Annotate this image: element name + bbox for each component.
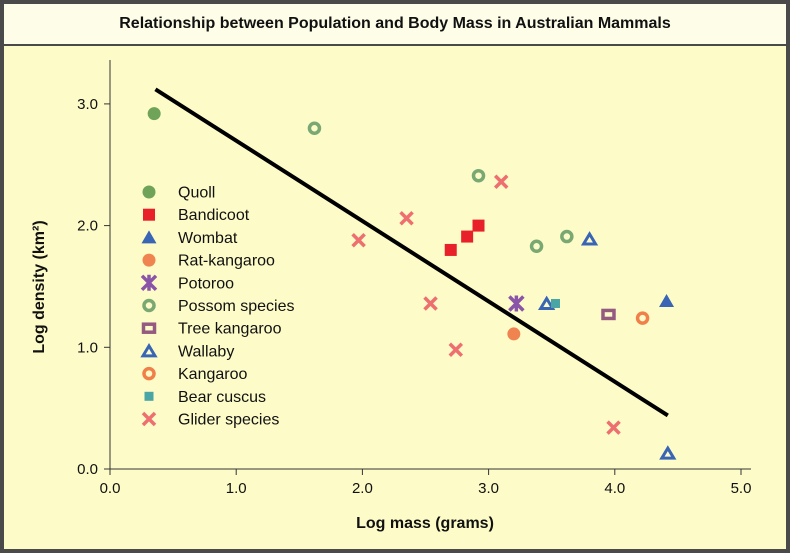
data-point-bandicoot	[472, 219, 485, 232]
x-tick-label: 1.0	[226, 480, 247, 497]
data-point-bear-cuscus	[550, 298, 560, 308]
legend-marker	[141, 322, 157, 334]
y-axis-label: Log density (km²)	[31, 220, 48, 353]
data-point-tree-kangaroo	[601, 308, 616, 321]
data-point-glider-species	[351, 232, 366, 248]
legend-label: Wombat	[178, 230, 238, 247]
legend-label: Possom species	[178, 298, 295, 315]
legend-label: Glider species	[178, 412, 279, 429]
data-point-wallaby	[538, 295, 556, 310]
data-point-quoll	[147, 107, 161, 121]
legend-label: Tree kangaroo	[178, 321, 282, 338]
data-point-possom-species	[307, 121, 322, 135]
data-point-bandicoot	[444, 243, 457, 256]
y-tick-label: 0.0	[77, 461, 98, 478]
legend-marker	[141, 230, 157, 244]
data-point-possom-species	[560, 229, 574, 244]
data-point-wallaby	[659, 445, 677, 460]
y-tick-label: 1.0	[77, 339, 98, 356]
legend-marker	[141, 411, 157, 427]
chart-title: Relationship between Population and Body…	[4, 4, 786, 44]
data-point-kangaroo	[635, 311, 650, 325]
data-point-glider-species	[423, 296, 438, 311]
legend-label: Potoroo	[178, 275, 234, 292]
data-point-glider-species	[448, 342, 464, 357]
data-point-glider-species	[606, 420, 621, 435]
legend-marker	[140, 274, 158, 292]
legend-label: Rat-kangaroo	[178, 253, 275, 270]
legend-marker	[142, 185, 156, 199]
x-tick-label: 3.0	[478, 480, 499, 497]
legend-marker	[142, 366, 156, 381]
data-point-potoroo	[508, 295, 525, 312]
x-tick-label: 0.0	[100, 480, 121, 497]
data-point-rat-kangaroo	[507, 327, 521, 341]
x-tick-label: 5.0	[731, 480, 752, 497]
x-tick-label: 2.0	[352, 480, 373, 497]
legend-label: Quoll	[178, 185, 215, 202]
legend-label: Wallaby	[178, 343, 234, 360]
y-tick-label: 3.0	[77, 96, 98, 113]
legend-label: Kangaroo	[178, 366, 247, 383]
data-point-possom-species	[471, 168, 486, 183]
data-point-glider-species	[493, 174, 509, 190]
data-point-wombat	[659, 294, 675, 308]
legend-marker	[142, 298, 156, 313]
legend-marker	[144, 391, 154, 401]
legend-marker	[143, 208, 155, 221]
legend-label: Bear cuscus	[178, 389, 266, 406]
data-point-wallaby	[580, 231, 599, 246]
legend-label: Bandicoot	[178, 207, 250, 224]
trend-line	[154, 87, 669, 418]
data-point-bandicoot	[461, 230, 474, 243]
x-axis-label: Log mass (grams)	[356, 515, 494, 532]
y-tick-label: 2.0	[77, 218, 98, 235]
legend-marker	[142, 253, 156, 267]
data-point-glider-species	[399, 211, 414, 226]
legend-marker	[140, 342, 158, 358]
x-tick-label: 4.0	[604, 480, 625, 497]
plot-panel	[4, 46, 786, 549]
data-point-possom-species	[529, 239, 544, 254]
